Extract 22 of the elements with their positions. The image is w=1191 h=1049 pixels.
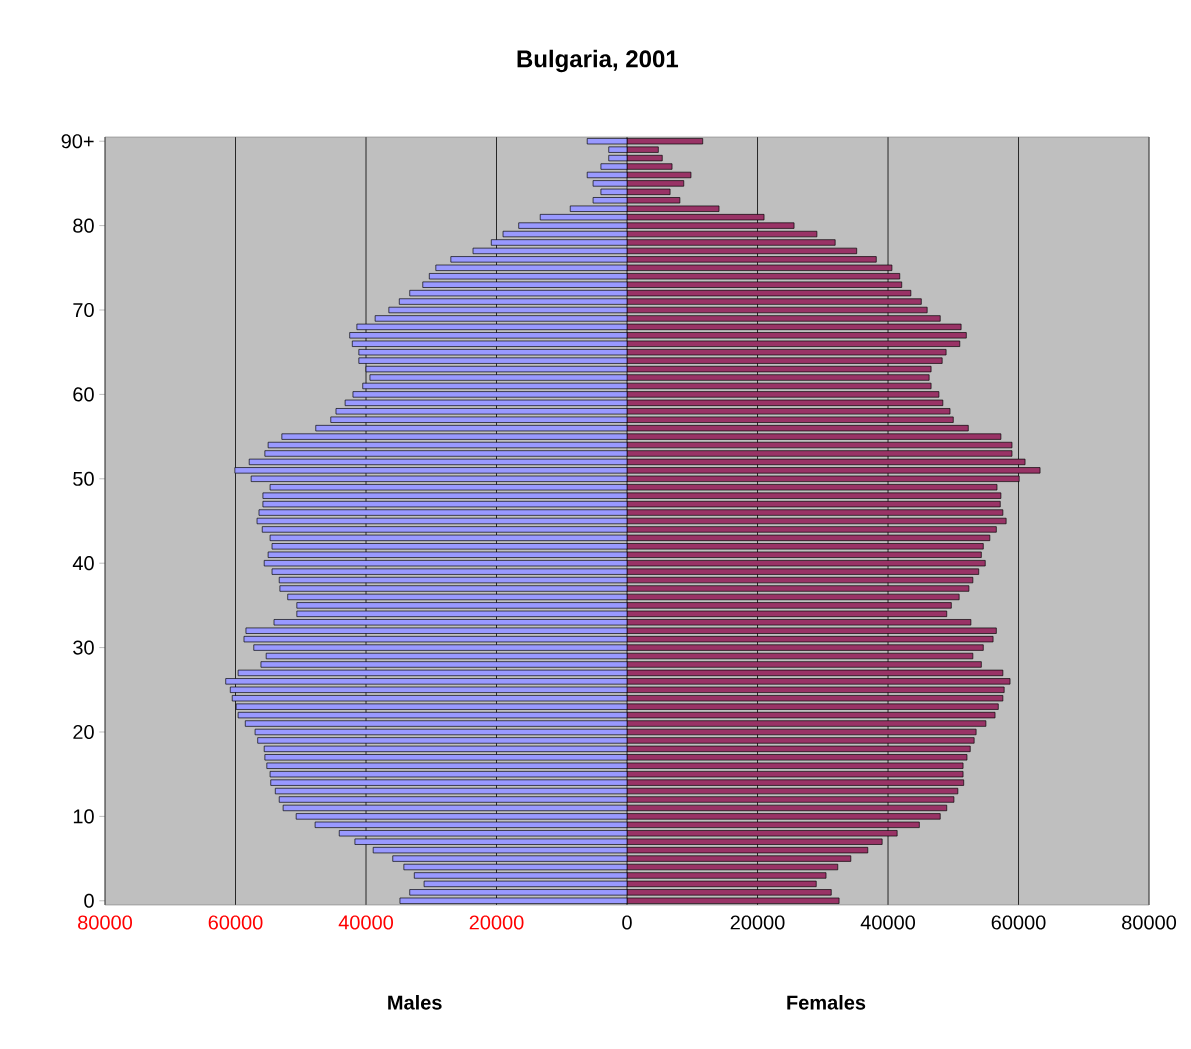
y-tick-label: 60 — [73, 387, 94, 402]
x-tick-label: 80000 — [78, 915, 132, 930]
y-tick-label: 10 — [73, 809, 94, 824]
chart-title: Bulgaria, 2001 — [517, 49, 679, 73]
text: Males — [388, 994, 442, 1010]
x-tick-label: 60000 — [991, 915, 1046, 930]
y-tick-label: 40 — [72, 556, 94, 571]
y-tick-label: 70 — [73, 302, 94, 318]
y-tick-label: 50 — [73, 471, 94, 486]
x-tick-label: 0 — [622, 915, 632, 930]
y-tick-label: 0 — [84, 893, 94, 908]
x-tick-label: 20000 — [730, 915, 785, 930]
text: Females — [787, 994, 866, 1010]
x-tick-label: 60000 — [208, 915, 263, 930]
x-tick-label: 80000 — [1122, 915, 1177, 930]
y-tick-label: 20 — [73, 724, 94, 740]
x-tick-label: 40000 — [860, 915, 916, 930]
x-tick-label: 20000 — [469, 915, 524, 930]
y-tick-label: 90+ — [61, 134, 94, 149]
y-tick-label: 80 — [73, 218, 94, 233]
y-tick-label: 30 — [73, 640, 94, 655]
x-tick-label: 40000 — [338, 915, 394, 930]
